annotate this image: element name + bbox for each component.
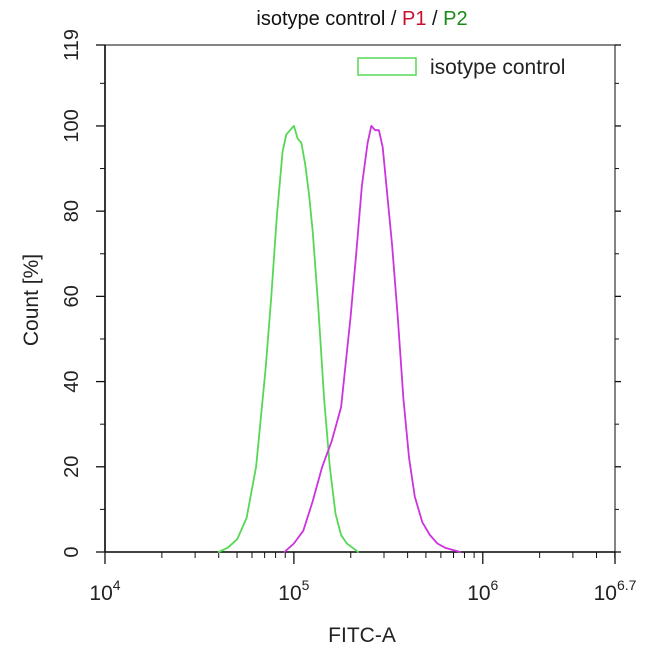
x-tick-base: 10 [89,582,112,605]
y-tick-label: 80 [61,200,83,222]
chart-title-text: isotype control / P1 / P2 [256,8,467,30]
x-axis-label: FITC-A [328,624,396,647]
series-line-0 [217,125,360,553]
x-tick-label: 104 [89,577,120,605]
title-part-1: / [385,8,402,30]
title-part-2: P1 [402,8,426,30]
x-tick-exponent: 5 [302,577,310,593]
x-tick-exponent: 6.7 [617,577,637,593]
title-part-3: / [426,8,443,30]
y-tick-label: 119 [61,29,83,61]
x-tick-base: 10 [278,582,301,605]
legend-label: isotype control [430,56,565,79]
x-tick-base: 10 [467,582,490,605]
series-line-1 [283,125,462,553]
title-part-0: isotype control [256,8,385,30]
y-tick-label: 20 [61,456,83,478]
y-tick-label: 100 [61,109,83,142]
x-tick-base: 10 [594,582,617,605]
title-part-4: P2 [443,8,467,30]
x-tick-exponent: 4 [113,577,121,593]
y-tick-label: 60 [61,285,83,307]
series-layer [217,125,462,553]
plot-border [104,44,616,553]
y-tick-label: 0 [61,546,83,557]
x-tick-label: 105 [278,577,309,605]
y-axis: 0 20 40 60 80 100 119 [61,29,621,558]
chart-title: isotype control / P1 / P2 [256,8,467,30]
y-axis-label: Count [%] [20,254,43,346]
x-tick-exponent: 6 [491,577,499,593]
legend-swatch [357,57,417,76]
y-tick-label: 40 [61,370,83,392]
x-tick-label: 106.7 [594,577,637,605]
legend: isotype control [357,56,565,79]
plot-frame [104,44,616,553]
x-axis: 104 105 106 106.7 [89,552,637,605]
x-tick-label: 106 [467,577,498,605]
